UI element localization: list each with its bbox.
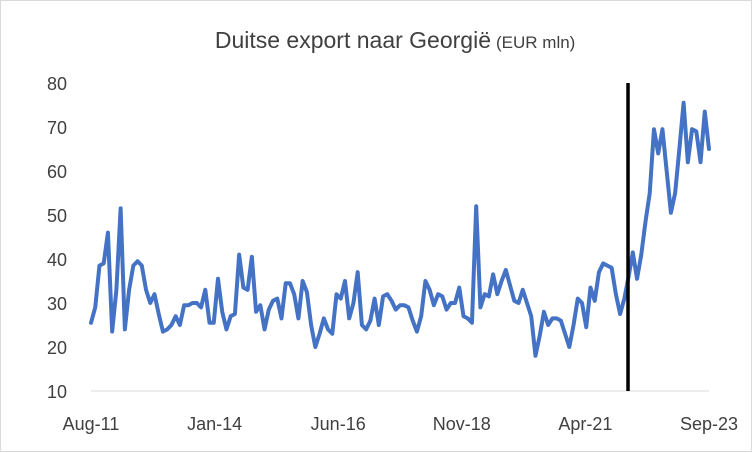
y-tick-label: 60 [47, 162, 67, 182]
y-tick-label: 50 [47, 206, 67, 226]
y-tick-label: 20 [47, 338, 67, 358]
series-layer [89, 100, 711, 358]
y-tick-label: 80 [47, 74, 67, 94]
y-tick-label: 40 [47, 250, 67, 270]
chart-title: Duitse export naar Georgië [215, 27, 491, 53]
y-tick-label: 30 [47, 294, 67, 314]
x-tick-label: Apr-21 [558, 414, 612, 434]
x-tick-label: Nov-18 [433, 414, 491, 434]
x-tick-label: Jun-16 [311, 414, 366, 434]
chart-subtitle: (EUR mln) [496, 33, 575, 52]
y-tick-label: 10 [47, 382, 67, 402]
y-tick-label: 70 [47, 118, 67, 138]
y-axis-ticks: 10 20 30 40 50 60 70 80 [47, 74, 67, 402]
x-axis-ticks: Aug-11 Jan-14 Jun-16 Nov-18 Apr-21 Sep-23 [63, 414, 738, 434]
x-tick-label: Aug-11 [63, 414, 120, 434]
series-line [89, 100, 711, 358]
x-tick-label: Sep-23 [680, 414, 738, 434]
x-tick-label: Jan-14 [187, 414, 242, 434]
